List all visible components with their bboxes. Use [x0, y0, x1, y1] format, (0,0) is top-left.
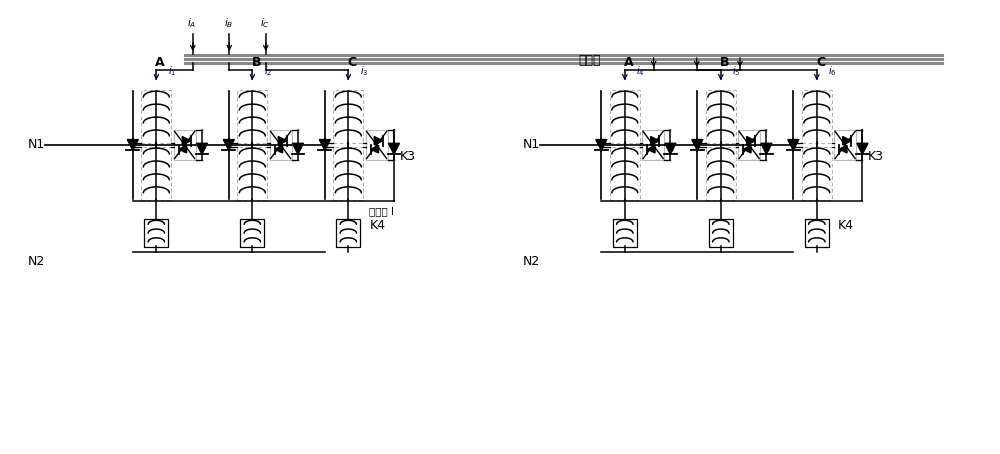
Polygon shape	[388, 143, 399, 154]
Bar	[174, 130, 196, 159]
Polygon shape	[319, 139, 330, 150]
Bar	[642, 130, 664, 159]
Bar	[805, 219, 829, 247]
Polygon shape	[761, 143, 772, 154]
Polygon shape	[292, 143, 303, 154]
Text: A: A	[624, 56, 633, 69]
Bar	[834, 130, 856, 159]
Text: $\it{i_1}$: $\it{i_1}$	[168, 64, 176, 78]
Text: N1: N1	[523, 138, 540, 152]
Bar	[141, 147, 171, 200]
Text: C: C	[816, 56, 825, 69]
Bar	[333, 90, 363, 143]
Bar	[802, 147, 832, 200]
Polygon shape	[596, 139, 607, 150]
Polygon shape	[839, 145, 847, 153]
Text: $\it{i_3}$: $\it{i_3}$	[360, 64, 368, 78]
Text: K3: K3	[868, 150, 884, 163]
Bar	[366, 130, 388, 159]
Bar	[333, 147, 363, 200]
Bar	[738, 130, 760, 159]
Bar	[237, 147, 267, 200]
Bar	[141, 90, 171, 143]
Polygon shape	[371, 145, 379, 153]
Text: K4: K4	[838, 219, 854, 232]
Polygon shape	[651, 137, 659, 145]
Bar	[706, 90, 736, 143]
Bar	[613, 219, 637, 247]
Bar	[240, 219, 264, 247]
Polygon shape	[788, 139, 799, 150]
Bar	[802, 90, 832, 143]
Text: N2: N2	[523, 255, 540, 268]
Text: K3: K3	[400, 150, 416, 163]
Bar	[144, 219, 168, 247]
Polygon shape	[692, 139, 703, 150]
Polygon shape	[275, 145, 283, 153]
Text: $i_A$: $i_A$	[187, 16, 197, 30]
Text: A: A	[155, 56, 165, 69]
Text: 第二组: 第二组	[579, 54, 601, 67]
Polygon shape	[179, 145, 187, 153]
Polygon shape	[647, 145, 655, 153]
Text: N2: N2	[28, 255, 45, 268]
Text: C: C	[348, 56, 357, 69]
Polygon shape	[743, 145, 751, 153]
Text: B: B	[251, 56, 261, 69]
Polygon shape	[182, 137, 191, 145]
Text: $i_C$: $i_C$	[260, 16, 270, 30]
Bar	[237, 90, 267, 143]
Polygon shape	[223, 139, 234, 150]
Bar	[270, 130, 292, 159]
Text: $i_B$: $i_B$	[224, 16, 233, 30]
Text: N1: N1	[28, 138, 45, 152]
Bar	[709, 219, 733, 247]
Polygon shape	[374, 137, 383, 145]
Text: $\it{i_5}$: $\it{i_5}$	[732, 64, 741, 78]
Text: 铁芯柱 I: 铁芯柱 I	[369, 206, 394, 216]
Bar	[706, 147, 736, 200]
Polygon shape	[843, 137, 851, 145]
Text: $\it{i_2}$: $\it{i_2}$	[264, 64, 272, 78]
Polygon shape	[747, 137, 755, 145]
Text: K4: K4	[369, 219, 385, 232]
Polygon shape	[196, 143, 207, 154]
Text: $\it{i_6}$: $\it{i_6}$	[828, 64, 837, 78]
Bar	[610, 90, 640, 143]
Text: $\it{i_4}$: $\it{i_4}$	[636, 64, 645, 78]
Bar	[610, 147, 640, 200]
Polygon shape	[665, 143, 676, 154]
Text: B: B	[720, 56, 729, 69]
Polygon shape	[278, 137, 287, 145]
Polygon shape	[127, 139, 138, 150]
Bar	[336, 219, 360, 247]
Polygon shape	[857, 143, 868, 154]
